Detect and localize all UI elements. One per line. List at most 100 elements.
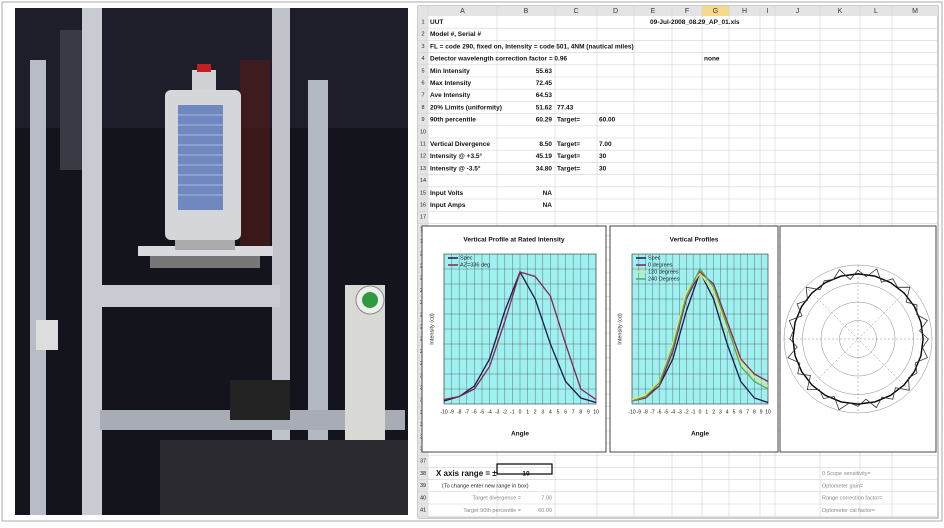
x-tick-label: -3 xyxy=(677,409,682,415)
row-number: 6 xyxy=(421,80,424,86)
cell-text: Max Intensity xyxy=(430,80,472,87)
x-tick-label: 4 xyxy=(726,409,729,415)
x-axis-label: Angle xyxy=(511,431,529,438)
x-tick-label: 2 xyxy=(534,409,537,415)
x-tick-label: 10 xyxy=(593,409,599,415)
column-header: B xyxy=(524,8,529,15)
row-number: 10 xyxy=(420,129,426,135)
row-number: 14 xyxy=(420,178,426,184)
x-tick-label: -4 xyxy=(671,409,676,415)
cell-text: Optometer gain= xyxy=(822,483,863,489)
y-axis-label: Intensity (cd) xyxy=(429,313,435,345)
cell-text: 60.29 xyxy=(536,117,553,124)
column-header: H xyxy=(742,8,747,15)
row-number: 41 xyxy=(420,507,426,513)
x-tick-label: 9 xyxy=(760,409,763,415)
row-number: 13 xyxy=(420,166,426,172)
cell-text: 90th percentile xyxy=(430,117,476,124)
x-tick-label: 7 xyxy=(746,409,749,415)
row-number: 3 xyxy=(421,44,424,50)
row-number: 1 xyxy=(421,19,424,25)
legend-label: 120 degrees xyxy=(648,269,679,275)
cell-text: Range correction factor= xyxy=(822,496,882,502)
cell-text: Target= xyxy=(557,117,580,124)
charts: Vertical Profile at Rated Intensity-10-9… xyxy=(422,226,936,452)
cell-text: 55.63 xyxy=(536,68,553,75)
column-header: M xyxy=(912,8,918,15)
legend-label: 240 Degrees xyxy=(648,276,680,282)
row-number: 2 xyxy=(421,32,424,38)
row-number: 39 xyxy=(420,483,426,489)
x-tick-label: -9 xyxy=(637,409,642,415)
cell-text: 51.62 xyxy=(536,104,553,111)
row-number: 15 xyxy=(420,190,426,196)
column-header: F xyxy=(685,8,689,15)
row-number: 9 xyxy=(421,117,424,123)
column-header: K xyxy=(838,8,843,15)
x-tick-label: 2 xyxy=(712,409,715,415)
x-tick-label: -2 xyxy=(503,409,508,415)
chart-title: Vertical Profiles xyxy=(670,237,719,244)
cell-text: NA xyxy=(543,190,553,197)
row-number: 7 xyxy=(421,93,424,99)
row-number: 8 xyxy=(421,105,424,111)
x-axis-label: Angle xyxy=(691,431,709,438)
column-header: A xyxy=(460,8,465,15)
cell-text: 72.45 xyxy=(536,80,553,87)
page: ABCDEFGHIJKLM123456789101112131415161718… xyxy=(0,0,944,528)
cell-text: NA xyxy=(543,202,553,209)
x-tick-label: -8 xyxy=(643,409,648,415)
cell-text: Target= xyxy=(557,165,580,172)
column-header: C xyxy=(573,8,578,15)
x-tick-label: -5 xyxy=(664,409,669,415)
cell-text: Optometer cal factor= xyxy=(822,508,875,514)
x-tick-label: -5 xyxy=(480,409,485,415)
cell-text: Ave Intensity xyxy=(430,92,471,99)
x-tick-label: -9 xyxy=(449,409,454,415)
cell-text: X axis range = ± xyxy=(436,469,497,478)
x-tick-label: -7 xyxy=(465,409,470,415)
row-number: 5 xyxy=(421,68,424,74)
column-header: E xyxy=(651,8,656,15)
x-tick-label: 8 xyxy=(753,409,756,415)
cell-text: 20% Limits (uniformity) xyxy=(430,104,502,111)
cell-text: Target 90th percentile = xyxy=(463,508,521,514)
chart-title: Vertical Profile at Rated Intensity xyxy=(463,237,565,244)
x-tick-label: 6 xyxy=(739,409,742,415)
x-tick-label: 0 xyxy=(519,409,522,415)
x-tick-label: 5 xyxy=(733,409,736,415)
x-tick-label: 3 xyxy=(541,409,544,415)
row-number: 38 xyxy=(420,471,426,477)
photo xyxy=(15,8,408,515)
cell-text: Min Intensity xyxy=(430,68,470,75)
column-header: G xyxy=(713,8,718,15)
x-tick-label: 1 xyxy=(705,409,708,415)
x-tick-label: -6 xyxy=(472,409,477,415)
x-tick-label: 6 xyxy=(564,409,567,415)
row-number: 16 xyxy=(420,202,426,208)
cell-text: Target= xyxy=(557,153,580,160)
cell-text: Model #, Serial # xyxy=(430,31,481,38)
row-number: 40 xyxy=(420,495,426,501)
legend-label: 0 degrees xyxy=(648,262,673,268)
cell-text: 0 Scope sensitivity= xyxy=(822,471,871,477)
column-header: L xyxy=(874,8,878,15)
cell-text: Target= xyxy=(557,141,580,148)
x-tick-label: -2 xyxy=(684,409,689,415)
cell-text: (To change enter new range in box) xyxy=(442,483,529,489)
legend-label: AZ=336 deg xyxy=(460,262,490,268)
x-tick-label: -4 xyxy=(487,409,492,415)
x-tick-label: -6 xyxy=(657,409,662,415)
cell-text: UUT xyxy=(430,19,443,26)
x-tick-label: 4 xyxy=(549,409,552,415)
cell-text: Vertical Divergence xyxy=(430,141,490,148)
cell-text: Input Amps xyxy=(430,202,466,209)
y-axis-label: Intensity (cd) xyxy=(617,313,623,345)
row-number: 12 xyxy=(420,154,426,160)
cell-text: FL = code 290, fixed on, Intensity = cod… xyxy=(430,43,634,50)
x-tick-label: -10 xyxy=(628,409,635,415)
x-tick-label: 1 xyxy=(526,409,529,415)
row-number: 17 xyxy=(420,215,426,221)
cell-text: 77.43 xyxy=(557,104,574,111)
x-tick-label: 8 xyxy=(579,409,582,415)
